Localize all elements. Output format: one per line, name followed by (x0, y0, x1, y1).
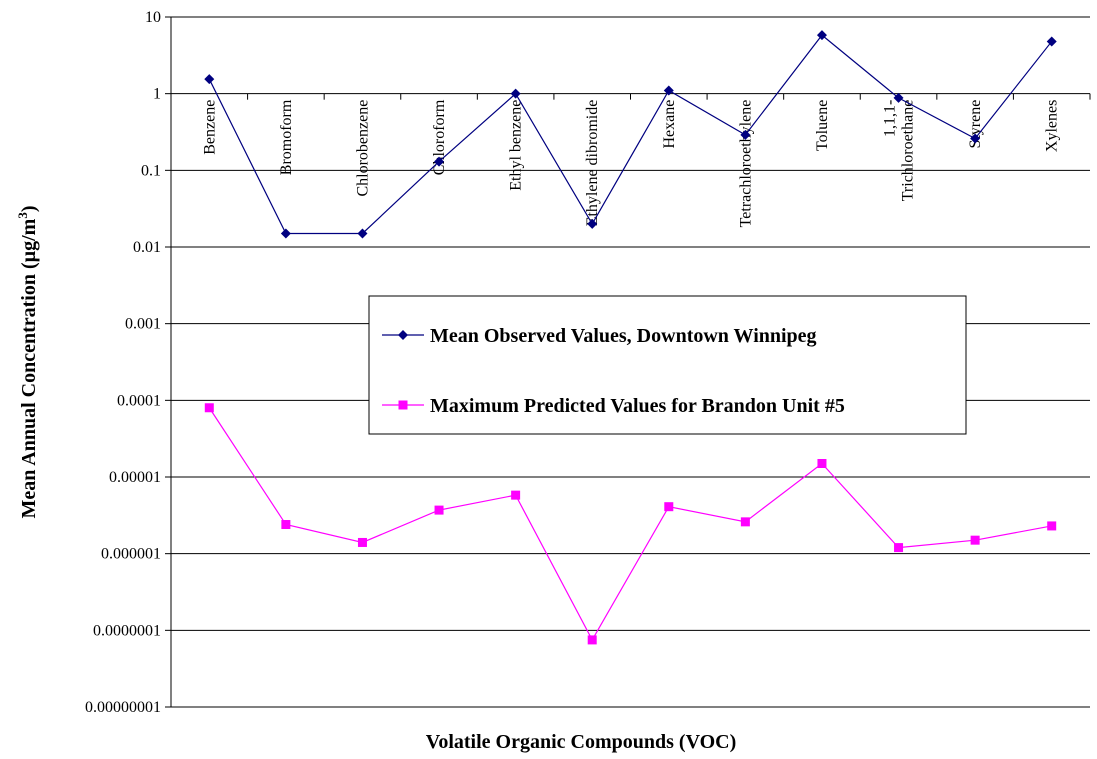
data-point (1046, 36, 1057, 47)
data-point (357, 537, 367, 547)
category-labels: Benzene Bromoform Chlorobenzene Chloroform E… (201, 99, 1060, 227)
data-point (894, 543, 904, 553)
legend-marker-observed (398, 330, 408, 340)
y-axis-title: Mean Annual Concentration (µg/m3) (15, 205, 40, 518)
x-axis-title: Volatile Organic Compounds (VOC) (426, 731, 737, 753)
category-label: Ethylene dibromide (584, 100, 601, 227)
data-point (587, 218, 598, 229)
data-point (280, 228, 291, 239)
series-line (208, 407, 1052, 642)
data-point (204, 74, 215, 85)
y-tick-label: 0.01 (133, 239, 161, 256)
series-1 (204, 403, 1057, 645)
data-point (970, 133, 981, 144)
category-label-line: Chlorobenzene (354, 100, 371, 197)
category-label-line: Benzene (201, 100, 218, 155)
data-point (740, 129, 751, 140)
y-tick-label: 0.0001 (117, 392, 161, 409)
data-point (664, 502, 674, 512)
category-label: Chlorobenzene (354, 100, 371, 197)
y-axis-title-sup: 3 (15, 212, 30, 219)
category-label-line: Ethylene dibromide (584, 100, 601, 227)
category-label-line: 1,1,1- (882, 100, 899, 137)
data-point (816, 30, 827, 41)
y-tick-label: 0.000001 (101, 546, 161, 563)
category-label-line: Xylenes (1044, 100, 1061, 152)
y-axis-title-suffix: ) (18, 205, 40, 212)
legend-label-observed: Mean Observed Values, Downtown Winnipeg (430, 325, 817, 347)
category-label: Ethyl benzene (508, 100, 525, 191)
category-label: Tetrachloroethylene (737, 100, 754, 228)
y-tick-label: 0.0000001 (93, 622, 161, 639)
category-label: Xylenes (1044, 100, 1061, 152)
series-layer (204, 30, 1057, 645)
category-label: Benzene (201, 100, 218, 155)
y-tick-label: 0.1 (141, 162, 161, 179)
data-point (587, 635, 597, 645)
category-label-line: Tetrachloroethylene (737, 100, 754, 228)
data-point (281, 520, 291, 530)
category-label: Toluene (814, 100, 831, 151)
data-point (817, 458, 827, 468)
category-label-line: Trichloroethane (900, 100, 917, 202)
category-label: Bromoform (278, 99, 295, 175)
category-label: Chloroform (431, 99, 448, 175)
y-axis-title-main: Mean Annual Concentration (µg/m (18, 218, 40, 518)
y-tick-label: 0.00000001 (85, 699, 161, 716)
data-point (434, 156, 445, 167)
y-tick-label: 0.001 (125, 316, 161, 333)
data-point (970, 535, 980, 545)
category-label: Hexane (661, 100, 678, 149)
legend-marker-predicted (398, 400, 408, 410)
legend: Mean Observed Values, Downtown Winnipeg … (368, 295, 967, 435)
y-tick-label: 10 (145, 9, 161, 26)
data-point (1047, 521, 1057, 531)
data-point (663, 85, 674, 96)
category-label-line: Hexane (661, 100, 678, 149)
category-label-line: Chloroform (431, 99, 448, 175)
data-point (893, 92, 904, 103)
data-point (357, 228, 368, 239)
category-label-line: Bromoform (278, 99, 295, 175)
y-tick-label: 1 (153, 86, 161, 103)
category-label-line: Toluene (814, 100, 831, 151)
data-point (434, 505, 444, 515)
series-line (208, 34, 1053, 235)
category-label-line: Ethyl benzene (508, 100, 525, 191)
legend-label-predicted: Maximum Predicted Values for Brandon Uni… (430, 395, 845, 417)
category-label: 1,1,1- Trichloroethane (882, 100, 917, 202)
data-point (204, 403, 214, 413)
data-point (510, 88, 521, 99)
y-tick-label: 0.00001 (109, 469, 161, 486)
data-point (740, 517, 750, 527)
legend-box (368, 295, 967, 435)
y-tick-labels: 10 1 0.1 0.01 0.001 0.0001 0.00001 0.000001 0.00… (85, 9, 161, 716)
series-0 (204, 30, 1057, 239)
data-point (511, 490, 521, 500)
